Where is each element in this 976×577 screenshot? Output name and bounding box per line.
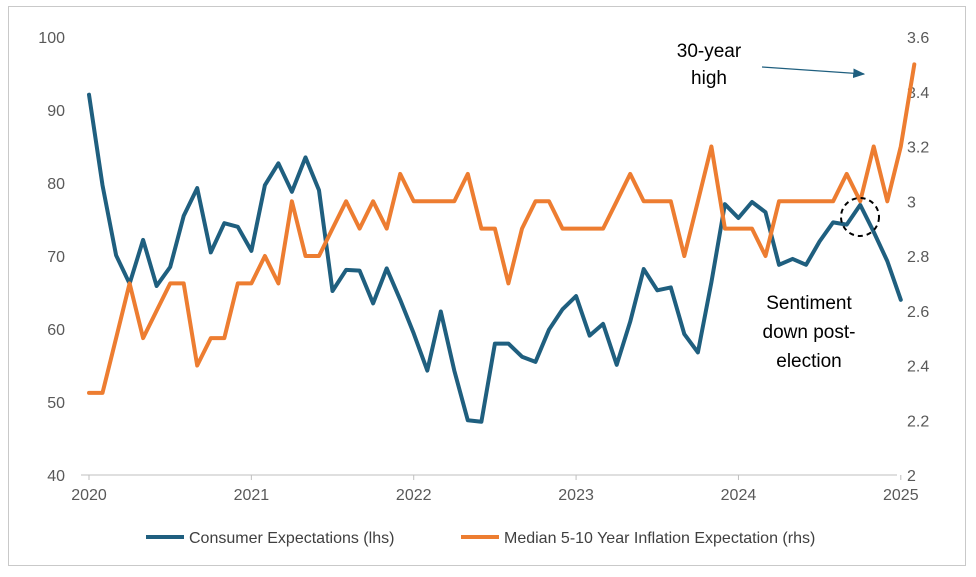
series-layer (87, 62, 917, 424)
left-tick-label: 60 (47, 322, 65, 339)
legend-label-inflation: Median 5-10 Year Inflation Expectation (… (504, 530, 815, 547)
series-line-inflation-expectation (87, 62, 917, 395)
right-tick-label: 2.2 (907, 413, 929, 430)
annotation-circle-marker (840, 197, 880, 237)
annotation-30-year-line-1: 30-year (677, 41, 742, 62)
x-tick-label: 2020 (71, 487, 107, 504)
right-tick-label: 3.4 (907, 85, 929, 102)
annotation-30-year-line-2: high (691, 68, 727, 89)
left-tick-label: 80 (47, 176, 65, 193)
right-axis-ticks: 2 2.2 2.4 2.6 2.8 3 3.2 3.4 3.6 (907, 30, 929, 485)
annotation-sentiment-line-1: Sentiment (766, 293, 852, 314)
right-tick-label: 2.8 (907, 249, 929, 266)
right-tick-label: 3.2 (907, 140, 929, 157)
right-tick-label: 2 (907, 468, 916, 485)
right-tick-label: 3.6 (907, 30, 929, 47)
left-tick-label: 40 (47, 468, 65, 485)
right-tick-label: 2.4 (907, 359, 929, 376)
x-tick-label: 2025 (883, 487, 919, 504)
left-tick-label: 70 (47, 249, 65, 266)
x-tick-label: 2023 (558, 487, 594, 504)
left-axis-ticks: 40 50 60 70 80 90 100 (38, 30, 65, 485)
annotation-arrow (761, 66, 866, 79)
x-tick-label: 2021 (234, 487, 270, 504)
annotation-30-year-high: 30-year high (677, 41, 866, 89)
legend-label-consumer: Consumer Expectations (lhs) (189, 530, 394, 547)
annotation-sentiment-line-2: down post- (763, 322, 856, 343)
left-tick-label: 90 (47, 103, 65, 120)
annotation-sentiment-line-3: election (776, 351, 842, 372)
right-tick-label: 2.6 (907, 304, 929, 321)
x-tick-label: 2022 (396, 487, 432, 504)
x-tick-label: 2024 (721, 487, 757, 504)
left-tick-label: 50 (47, 395, 65, 412)
x-axis-ticks: 2020 2021 2022 2023 2024 2025 (71, 475, 919, 504)
legend: Consumer Expectations (lhs) Median 5-10 … (146, 530, 815, 547)
series-line-consumer-expectations (87, 92, 903, 424)
annotation-sentiment: Sentiment down post- election (763, 197, 880, 372)
left-tick-label: 100 (38, 30, 65, 47)
right-tick-label: 3 (907, 194, 916, 211)
chart-frame: 40 50 60 70 80 90 100 2 2.2 2.4 2.6 2.8 3 3.2 3.4 3.6 … (8, 6, 966, 566)
